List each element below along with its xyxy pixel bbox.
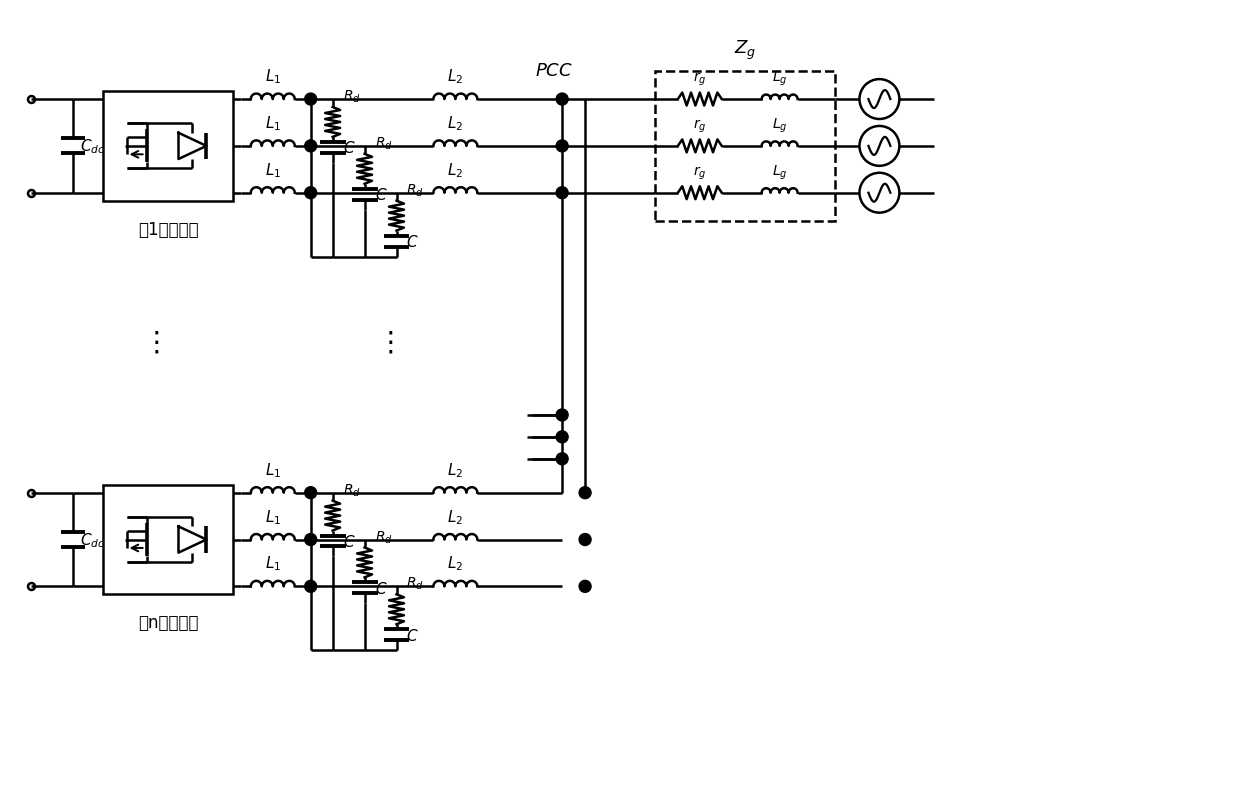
Text: $C_{dc}$: $C_{dc}$ xyxy=(81,137,105,156)
Text: $C$: $C$ xyxy=(342,141,355,157)
Text: $r_g$: $r_g$ xyxy=(693,117,707,135)
Text: $L_1$: $L_1$ xyxy=(264,460,281,479)
Text: $R_d$: $R_d$ xyxy=(407,575,424,592)
Circle shape xyxy=(557,94,568,106)
Circle shape xyxy=(579,534,591,546)
Text: $R_d$: $R_d$ xyxy=(407,182,424,198)
Circle shape xyxy=(557,431,568,443)
Text: $L_2$: $L_2$ xyxy=(448,67,464,86)
Circle shape xyxy=(579,487,591,499)
Text: $L_1$: $L_1$ xyxy=(264,114,281,132)
Text: $C$: $C$ xyxy=(342,533,355,549)
Text: $L_1$: $L_1$ xyxy=(264,554,281,573)
Text: $L_2$: $L_2$ xyxy=(448,554,464,573)
Text: ⋮: ⋮ xyxy=(377,328,404,356)
Text: $C$: $C$ xyxy=(407,234,419,250)
Text: $C_{dc}$: $C_{dc}$ xyxy=(81,531,105,549)
Text: $L_g$: $L_g$ xyxy=(771,70,787,88)
Circle shape xyxy=(305,487,316,499)
Text: 第n台逆变器: 第n台逆变器 xyxy=(138,613,198,631)
Text: $R_d$: $R_d$ xyxy=(374,528,392,544)
Circle shape xyxy=(557,188,568,199)
Circle shape xyxy=(557,410,568,422)
Circle shape xyxy=(579,581,591,593)
Text: $L_1$: $L_1$ xyxy=(264,161,281,180)
Circle shape xyxy=(557,453,568,465)
Text: $L_2$: $L_2$ xyxy=(448,460,464,479)
Bar xyxy=(103,92,233,202)
Text: $L_g$: $L_g$ xyxy=(771,163,787,181)
Text: $C$: $C$ xyxy=(374,580,387,596)
Circle shape xyxy=(305,581,316,593)
Text: $R_d$: $R_d$ xyxy=(342,88,361,105)
Text: $L_2$: $L_2$ xyxy=(448,161,464,180)
Circle shape xyxy=(305,534,316,546)
Circle shape xyxy=(305,188,316,199)
Text: $C$: $C$ xyxy=(374,187,387,203)
Text: $L_1$: $L_1$ xyxy=(264,67,281,86)
Circle shape xyxy=(305,141,316,153)
Text: $R_d$: $R_d$ xyxy=(342,482,361,498)
Text: $L_2$: $L_2$ xyxy=(448,114,464,132)
Text: $L_1$: $L_1$ xyxy=(264,507,281,526)
Text: $C$: $C$ xyxy=(407,627,419,643)
Text: $PCC$: $PCC$ xyxy=(536,62,573,80)
Text: $L_2$: $L_2$ xyxy=(448,507,464,526)
Text: $r_g$: $r_g$ xyxy=(693,71,707,88)
Text: $Z_g$: $Z_g$ xyxy=(734,39,756,62)
Text: $r_g$: $r_g$ xyxy=(693,165,707,181)
Text: 第1台逆变器: 第1台逆变器 xyxy=(138,220,198,238)
Text: ⋮: ⋮ xyxy=(143,328,170,356)
Circle shape xyxy=(305,94,316,106)
Text: $R_d$: $R_d$ xyxy=(374,135,392,152)
Bar xyxy=(103,485,233,594)
Circle shape xyxy=(557,141,568,153)
Text: $L_g$: $L_g$ xyxy=(771,116,787,135)
